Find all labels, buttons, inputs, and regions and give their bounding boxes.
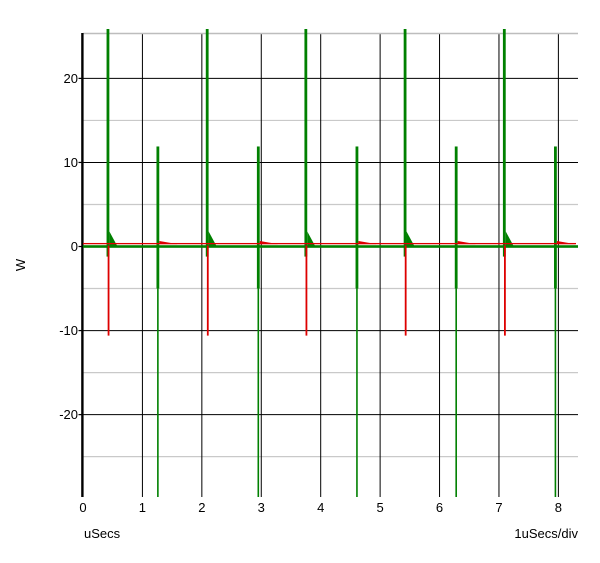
green-tall-spike [403, 29, 407, 257]
green-tall-spike [502, 29, 506, 257]
green-needle [455, 288, 457, 497]
green-spike-tail [109, 231, 119, 248]
green-medium-spike [156, 146, 160, 289]
y-axis-line [81, 33, 84, 497]
green-tall-spike [106, 29, 110, 257]
red-bump [457, 241, 476, 245]
y-axis-title: W [13, 258, 28, 272]
green-spike-tail [406, 231, 416, 248]
y-tick-label: -10 [59, 323, 78, 338]
x-tick-label: 5 [377, 500, 384, 515]
x-tick-label: 8 [555, 500, 562, 515]
green-needle [157, 288, 159, 497]
red-down-spike [107, 245, 110, 336]
x-tick-label: 3 [258, 500, 265, 515]
red-down-spike [305, 245, 308, 336]
green-needle [257, 288, 260, 497]
x-tick-label: 1 [139, 500, 146, 515]
x-axis-title: uSecs [84, 526, 121, 541]
green-medium-spike [454, 146, 458, 289]
x-tick-label: 2 [198, 500, 205, 515]
green-tall-spike [304, 29, 308, 257]
red-baseline [83, 242, 576, 245]
y-tick-label: 0 [71, 239, 78, 254]
x-tick-label: 0 [79, 500, 86, 515]
red-bump [259, 241, 278, 245]
red-down-spike [206, 245, 209, 336]
x-tick-label: 4 [317, 500, 324, 515]
green-spike-tail [505, 231, 515, 248]
green-spike-tail [307, 231, 316, 248]
green-medium-spike [554, 146, 557, 289]
y-tick-label: 10 [64, 155, 78, 170]
red-bump [358, 241, 377, 245]
x-tick-label: 7 [495, 500, 502, 515]
green-tall-spike [205, 29, 209, 257]
red-down-spike [404, 245, 407, 336]
y-tick-label: -20 [59, 407, 78, 422]
green-spike-tail [208, 231, 218, 248]
red-bump [556, 241, 576, 245]
red-bump [159, 241, 178, 245]
x-tick-label: 6 [436, 500, 443, 515]
y-tick-label: 20 [64, 71, 78, 86]
green-needle [554, 288, 557, 497]
green-needle [356, 288, 358, 497]
x-scale-per-div-label: 1uSecs/div [514, 526, 578, 541]
green-medium-spike [256, 146, 260, 289]
red-down-spike [504, 245, 506, 336]
green-baseline [83, 245, 578, 248]
green-medium-spike [355, 146, 359, 289]
